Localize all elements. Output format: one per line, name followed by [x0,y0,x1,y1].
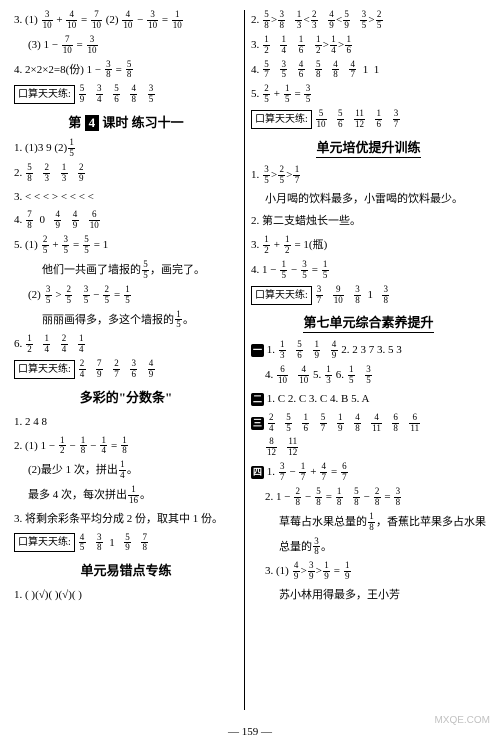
item: (3) 1 − 710 = 310 [14,35,238,56]
daily-practice: 口算天天练: 59 34 56 48 35 [14,84,238,105]
item: 二 1. C 2. C 3. C 4. B 5. A [251,390,486,409]
item: 1. 35>25>17 [251,165,486,186]
item: 2. 58 23 13 29 [14,163,238,184]
section-title: 第 4 课时 练习十一 [14,112,238,131]
section-title: 单元易错点专练 [14,560,238,579]
item: 总量的38。 [251,537,486,558]
item: 5. 25 + 15 = 35 [251,84,486,105]
item: 4. 57 35 46 58 48 47 1 1 [251,60,486,81]
left-column: 3. (1) 310 + 410 = 710 (2) 410 − 310 = 1… [14,10,238,710]
item: 2. 第二支蜡烛长一些。 [251,212,486,231]
item: 4. 2×2×2=8(份) 1 − 38 = 58 [14,60,238,81]
item: 812 1112 [251,437,486,458]
item: 3. (1) 310 + 410 = 710 (2) 410 − 310 = 1… [14,10,238,31]
item: 苏小林用得最多，王小芳 [251,586,486,605]
item: 4. 78 0 49 49 610 [14,210,238,231]
daily-practice: 口算天天练: 37 910 38 1 38 [251,285,486,306]
item: 最多 4 次，每次拼出116。 [14,485,238,506]
item: 小月喝的饮料最多，小雷喝的饮料最少。 [251,190,486,209]
item: 三 24 55 16 57 19 48 411 68 611 [251,413,486,434]
item: 一 1. 13 56 19 49 2. 2 3 7 3. 5 3 [251,340,486,361]
daily-practice: 口算天天练: 510 56 1112 16 37 [251,109,486,130]
column-divider [244,10,245,710]
item: (2)最少 1 次，拼出14。 [14,460,238,481]
item: 4. 610 410 5. 13 6. 15 35 [251,365,486,386]
daily-practice: 口算天天练: 45 38 1 59 78 [14,533,238,554]
section-title: 多彩的"分数条" [14,387,238,406]
item: 3. 将剩余彩条平均分成 2 份，取其中 1 份。 [14,510,238,529]
section-title: 单元培优提升训练 [251,137,486,158]
right-column: 2. 58>38 13<23 49<59 35>25 3. 12 14 16 1… [251,10,486,710]
page-number: — 159 — [0,726,500,738]
daily-practice: 口算天天练: 24 79 27 36 49 [14,359,238,380]
item: (2) 35 > 25 35 − 25 = 15 [14,285,238,306]
item: 1. (1)3 9 (2)15 [14,138,238,159]
item: 他们一共画了墙报的55，画完了。 [14,260,238,281]
item: 1. 2 4 8 [14,413,238,432]
item: 草莓占水果总量的18，香蕉比苹果多占水果 [251,512,486,533]
watermark: MXQE.COM [434,715,490,726]
item: 4. 1 − 15 − 35 = 15 [251,260,486,281]
item: 1. ( )(√)( )(√)( ) [14,586,238,605]
item: 丽丽画得多，多这个墙报的15。 [14,310,238,331]
section-title: 第七单元综合素养提升 [251,312,486,333]
item: 3. 12 14 16 12>14>16 [251,35,486,56]
item: 四 1. 37 − 17 + 47 = 67 [251,462,486,483]
item: 2. 58>38 13<23 49<59 35>25 [251,10,486,31]
item: 5. (1) 25 + 35 = 55 = 1 [14,235,238,256]
item: 6. 12 14 24 14 [14,334,238,355]
item: 2. 1 − 28 − 58 = 18 58 − 28 = 38 [251,487,486,508]
item: 3. (1) 49>39>19 = 19 [251,561,486,582]
item: 2. (1) 1 − 12 − 18 − 14 = 18 [14,436,238,457]
item: 3. 12 + 12 = 1(瓶) [251,235,486,256]
item: 3. < < < > < < < < [14,188,238,207]
